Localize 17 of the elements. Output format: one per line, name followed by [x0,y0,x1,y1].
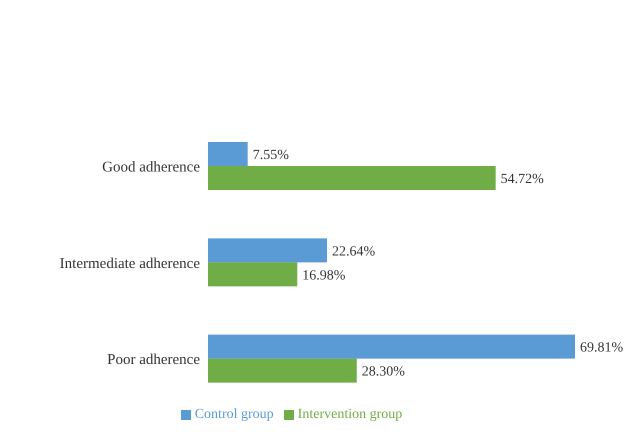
bar [208,262,298,286]
data-label: 7.55% [252,148,290,163]
bar [208,166,496,190]
data-label: 28.30% [362,364,406,380]
data-label: 16.98% [302,268,346,284]
data-label: 22.64% [332,244,376,260]
data-label: 69.81% [580,340,624,356]
y-tick-label: Good adherence [102,159,200,176]
legend-label: Intervention group [298,407,402,422]
bar [208,142,248,166]
y-tick-label: Intermediate adherence [60,256,200,272]
data-label: 54.72% [500,172,544,187]
bar [208,358,357,383]
bar [208,334,575,359]
y-tick-label: Poor adherence [107,352,200,368]
bar [208,238,328,262]
legend-label: Control group [194,407,274,422]
